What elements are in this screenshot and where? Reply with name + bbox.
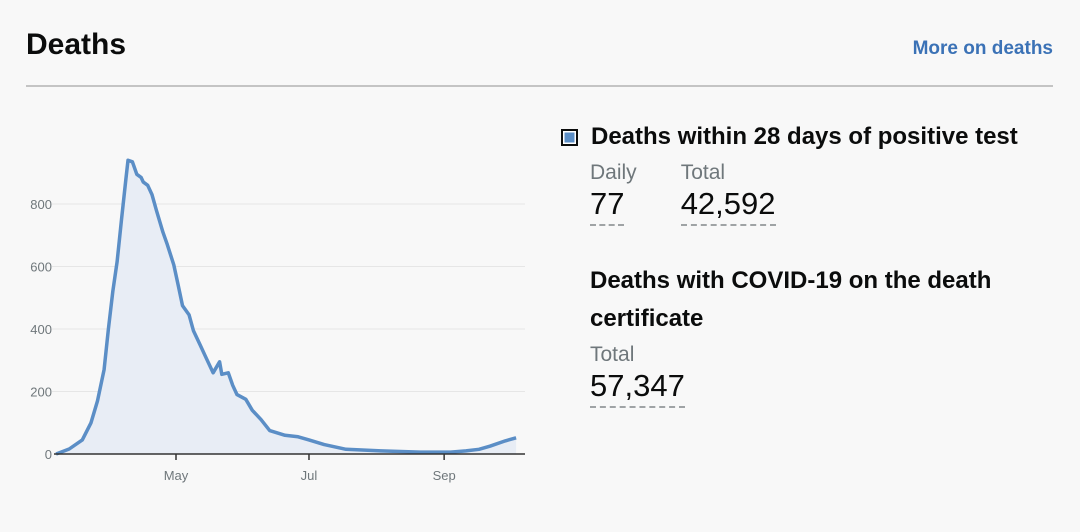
total-label: Total [680, 161, 726, 184]
area-fill [56, 160, 517, 455]
y-tick-label: 800 [30, 197, 52, 212]
daily-label: Daily [590, 161, 637, 184]
y-tick-label: 600 [30, 260, 52, 275]
certificate-title: Deaths with COVID-19 on the death certif… [590, 267, 992, 332]
x-tick-label: May [164, 468, 189, 483]
y-tick-label: 400 [30, 322, 52, 337]
more-on-deaths-link[interactable]: More on deaths [912, 38, 1053, 59]
divider [26, 85, 1053, 87]
y-tick-label: 0 [45, 447, 52, 462]
x-tick-label: Sep [433, 468, 456, 483]
y-tick-label: 200 [30, 385, 52, 400]
total-value[interactable]: 42,592 [680, 186, 776, 226]
certificate-total-stat: Total 57,347 [590, 342, 685, 408]
daily-stat: Daily 77 [590, 160, 637, 226]
certificate-total-label: Total [590, 343, 635, 366]
page-title: Deaths [26, 28, 127, 61]
legend: Deaths within 28 days of positive test D… [561, 118, 1018, 226]
deaths-chart: 0 200 400 600 800 May Jul Sep [30, 158, 525, 483]
certificate-section: Deaths with COVID-19 on the death certif… [590, 262, 1050, 408]
legend-series-label: Deaths within 28 days of positive test [591, 123, 1018, 150]
daily-value[interactable]: 77 [590, 186, 625, 226]
legend-swatch-icon [561, 128, 578, 146]
certificate-total-value[interactable]: 57,347 [590, 368, 685, 408]
total-stat: Total 42,592 [680, 160, 776, 226]
x-tick-label: Jul [301, 468, 318, 483]
